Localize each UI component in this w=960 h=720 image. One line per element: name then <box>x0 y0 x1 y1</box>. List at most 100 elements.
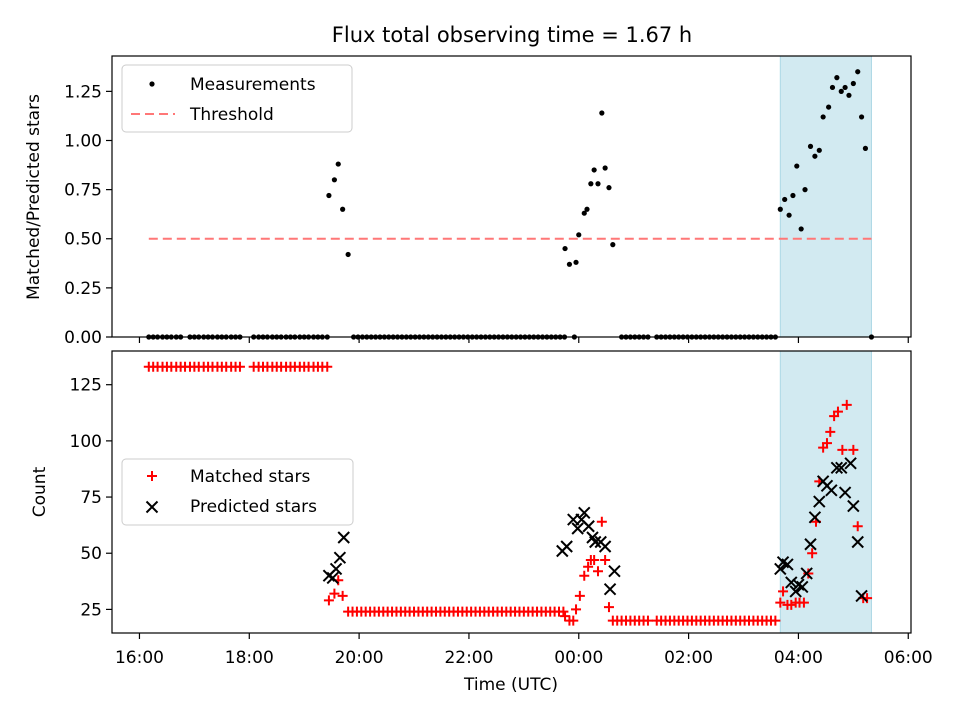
measurement-point <box>581 210 587 216</box>
legend-predicted-label: Predicted stars <box>190 497 317 517</box>
measurement-point <box>850 80 856 87</box>
predicted-star-point <box>825 484 838 497</box>
legend-measurements-label: Measurements <box>190 75 316 95</box>
measurement-point <box>834 75 840 81</box>
predicted-star-point <box>844 457 857 470</box>
measurement-point <box>326 192 332 199</box>
matched-star-point <box>589 554 600 565</box>
matched-star-point <box>592 566 603 577</box>
measurement-point <box>576 232 582 238</box>
x-tick-label: 22:00 <box>444 648 493 668</box>
matched-star-point <box>778 586 789 597</box>
matched-star-point <box>323 595 334 606</box>
y-tick-label: 75 <box>80 488 102 508</box>
predicted-star-point <box>326 571 339 585</box>
predicted-star-point <box>329 562 343 576</box>
measurement-point <box>838 88 844 94</box>
measurement-point <box>802 187 808 193</box>
predicted-star-point <box>835 461 848 475</box>
predicted-star-point <box>571 522 584 535</box>
matched-star-point <box>579 570 590 581</box>
predicted-star-point <box>333 551 347 564</box>
measurement-point <box>335 161 341 167</box>
matched-star-point <box>337 590 348 601</box>
predicted-star-point <box>598 540 612 553</box>
matched-star-point <box>841 399 852 410</box>
top-ylabel: Matched/Predicted stars <box>24 94 44 300</box>
predicted-star-point <box>781 558 794 571</box>
legend-matched-label: Matched stars <box>190 467 310 487</box>
matched-star-point <box>574 590 585 601</box>
predicted-star-point <box>855 589 868 603</box>
matched-star-point <box>852 521 863 532</box>
measurement-point <box>858 114 865 120</box>
measurement-point <box>829 84 836 91</box>
predicted-star-point <box>774 562 787 576</box>
measurement-point <box>345 251 351 258</box>
measurement-point <box>790 192 796 199</box>
x-tick-label: 02:00 <box>664 648 713 668</box>
measurement-point <box>807 143 814 149</box>
y-tick-label: 25 <box>80 600 102 620</box>
predicted-star-point <box>589 535 602 549</box>
chart-title: Flux total observing time = 1.67 h <box>332 23 692 47</box>
predicted-star-point <box>808 511 822 524</box>
measurement-point <box>855 69 861 75</box>
measurement-point <box>566 261 573 267</box>
legend-threshold-label: Threshold <box>189 105 274 125</box>
legend-predicted-marker <box>145 500 159 514</box>
bottom-legend-box <box>121 458 354 526</box>
predicted-star-point <box>813 495 826 508</box>
predicted-star-point <box>838 486 852 499</box>
predicted-star-point <box>337 531 350 544</box>
y-tick-label: 0.50 <box>64 230 102 250</box>
y-tick-label: 125 <box>70 376 102 396</box>
legend-matched-marker <box>147 471 157 481</box>
matched-star-point <box>560 611 571 622</box>
matched-star-point <box>775 597 786 608</box>
matched-star-point <box>821 438 832 449</box>
y-tick-label: 0.75 <box>64 181 102 201</box>
matched-star-point <box>807 548 818 559</box>
matched-star-point <box>798 597 809 608</box>
predicted-star-point <box>785 576 798 589</box>
measurement-point <box>820 114 826 120</box>
bottom-panel: 25 50 75 100 125 16:00 18:00 20:00 22:00 00:00 02… <box>30 350 933 695</box>
matched-star-point <box>558 606 569 617</box>
measurement-point <box>862 145 869 151</box>
y-tick-label: 1.25 <box>64 82 102 102</box>
predicted-star-point <box>830 461 844 475</box>
measurement-point <box>588 181 594 187</box>
y-tick-label: 50 <box>80 544 102 564</box>
top-panel: 0.00 0.25 0.50 0.75 1.00 1.25 Matched/Predict… <box>24 55 912 348</box>
measurement-point <box>340 206 346 212</box>
bottom-legend: Matched stars Predicted stars <box>121 458 354 526</box>
top-legend-box <box>121 64 353 133</box>
matched-star-point <box>322 361 333 372</box>
measurement-point <box>584 206 590 212</box>
bottom-xlabel: Time (UTC) <box>463 675 558 695</box>
predicted-star-point <box>796 580 809 594</box>
measurement-point <box>794 163 800 169</box>
predicted-star-point <box>560 540 573 553</box>
predicted-star-point <box>789 585 802 598</box>
measurement-point <box>595 181 601 187</box>
predicted-star-point <box>800 567 813 580</box>
bottom-ylabel: Count <box>30 466 50 517</box>
measurement-point <box>599 110 605 116</box>
measurement-point <box>782 196 788 203</box>
predicted-star-point <box>578 506 591 519</box>
bottom-axes-frame <box>111 350 912 634</box>
legend-x-glyph <box>145 500 159 514</box>
top-axes-frame <box>111 55 912 338</box>
matched-star-point <box>583 561 594 572</box>
x-tick-label: 04:00 <box>774 648 823 668</box>
measurement-point <box>573 259 579 265</box>
y-tick-label: 0.00 <box>64 328 102 348</box>
matched-star-point <box>786 599 797 610</box>
predicted-star-point <box>603 582 617 596</box>
measurement-point <box>602 165 608 171</box>
x-tick-label: 18:00 <box>225 648 274 668</box>
matched-star-point <box>603 602 614 613</box>
legend-measurements-marker <box>149 81 155 87</box>
